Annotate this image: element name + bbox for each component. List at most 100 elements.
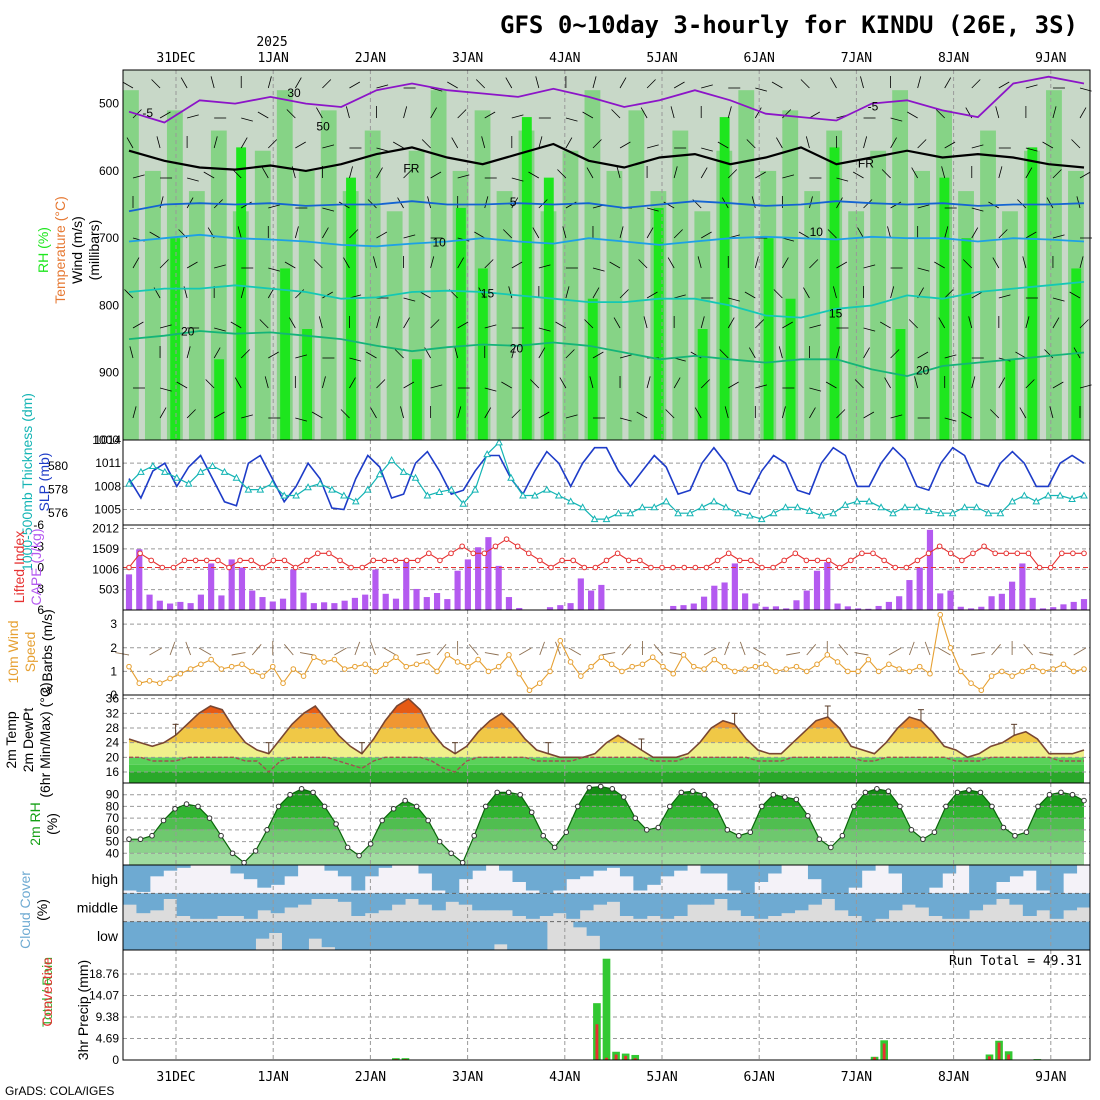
- dewpoint-line: [129, 756, 1084, 773]
- temp-band: [129, 764, 1084, 772]
- cape-bar: [300, 592, 307, 610]
- wind-speed-marker: [721, 663, 728, 670]
- wind-barb: [231, 652, 246, 656]
- wind-speed-marker: [855, 668, 861, 675]
- thickness-marker: [901, 503, 909, 511]
- cloud-bar: [942, 865, 957, 874]
- wind-barb: [694, 407, 702, 419]
- wind-barb: [746, 139, 756, 149]
- wind-barb: [609, 261, 621, 269]
- wind-barb: [755, 87, 768, 92]
- rh-marker: [816, 836, 823, 843]
- wind-barb: [559, 377, 567, 389]
- cloud-bar: [888, 893, 903, 911]
- lifted-index-marker: [148, 557, 155, 564]
- cape-bar: [670, 605, 677, 610]
- cloud-bar: [1049, 865, 1064, 894]
- axis-label: Wind (m/s): [69, 216, 85, 284]
- lifted-index-marker: [803, 557, 810, 564]
- cape-bar: [813, 570, 821, 610]
- lifted-index-marker: [181, 557, 188, 564]
- cape-bar: [1060, 604, 1067, 610]
- cloud-bar: [1063, 893, 1078, 911]
- wind-speed-marker: [331, 656, 338, 663]
- top-date-label: 5JAN: [646, 51, 677, 66]
- cape-bar: [546, 607, 554, 610]
- cloud-bar: [732, 921, 747, 950]
- wind-barb: [836, 177, 849, 182]
- wind-barb: [468, 643, 479, 656]
- lifted-index-marker: [581, 564, 588, 571]
- wind-speed-marker: [1040, 668, 1046, 675]
- cape-bar: [978, 606, 985, 610]
- rh-marker: [494, 789, 500, 796]
- cape-bar: [516, 607, 523, 610]
- cloud-bar: [633, 893, 648, 919]
- thickness-marker: [149, 461, 157, 469]
- lifted-index-marker: [981, 543, 987, 550]
- wind-speed-marker: [126, 663, 132, 670]
- thickness-marker: [220, 467, 229, 475]
- thickness-marker: [316, 479, 324, 487]
- wind-barb: [700, 379, 710, 389]
- rh-high-column: [961, 238, 972, 440]
- lifted-index-marker: [537, 557, 543, 564]
- cloud-bar: [1010, 921, 1025, 950]
- cape-bar: [916, 567, 923, 610]
- wind-barb: [863, 411, 875, 419]
- wind-barb: [838, 643, 849, 656]
- lifted-index-marker: [1025, 550, 1032, 557]
- cloud-bar: [767, 865, 782, 874]
- wind-barb: [1079, 107, 1087, 119]
- rh-marker: [551, 844, 558, 851]
- rh-mid-column: [188, 191, 205, 440]
- wind-barb: [505, 77, 513, 89]
- wind-speed-marker: [588, 663, 594, 670]
- cloud-bar: [834, 865, 849, 894]
- wind-barb: [538, 411, 550, 419]
- wind-barb: [457, 406, 462, 419]
- top-date-label: 6JAN: [744, 51, 775, 66]
- lifted-index-marker: [503, 536, 510, 542]
- wind-barb: [887, 226, 891, 239]
- precip-bar: [602, 958, 611, 1060]
- rh-tick-label: 90: [106, 788, 120, 802]
- thickness-marker: [375, 470, 384, 478]
- top-date-label: 4JAN: [549, 51, 580, 66]
- thickness-marker: [459, 499, 468, 507]
- cloud-bar: [525, 865, 540, 891]
- lifted-index-marker: [248, 557, 254, 564]
- wind-speed-marker: [444, 652, 451, 658]
- wind-barb: [727, 317, 735, 329]
- wind-barb: [420, 291, 431, 299]
- cloud-bar: [440, 921, 455, 950]
- wind-barb: [159, 407, 167, 419]
- cape-bar: [762, 606, 769, 610]
- wind-barb: [991, 643, 1001, 656]
- wind-speed-marker: [1050, 666, 1056, 672]
- cape-bar: [125, 574, 133, 610]
- wind-speed-marker: [506, 652, 512, 658]
- wind-barb: [234, 377, 242, 389]
- rh-high-column: [587, 298, 598, 440]
- rh-marker: [367, 841, 374, 847]
- wind-barb: [961, 411, 972, 419]
- axis-label: Temperature (°C): [52, 196, 68, 304]
- wind-barb: [1049, 406, 1054, 419]
- cloud-bar: [660, 893, 675, 919]
- wind-barb: [376, 84, 389, 89]
- thickness-marker: [495, 438, 503, 446]
- wind-barb: [643, 316, 648, 329]
- wind-barb: [1025, 379, 1035, 389]
- rh-marker: [701, 791, 708, 798]
- thickness-marker: [268, 479, 277, 487]
- wind-barb: [383, 647, 397, 656]
- wind-barb: [484, 259, 494, 269]
- wind-speed-marker: [146, 678, 153, 684]
- wind-barb: [1025, 316, 1030, 329]
- wind-barb: [322, 207, 335, 212]
- rh-marker: [782, 794, 788, 800]
- wind-barb: [805, 136, 810, 149]
- wind-barb: [854, 379, 864, 389]
- cape-bar: [752, 603, 759, 610]
